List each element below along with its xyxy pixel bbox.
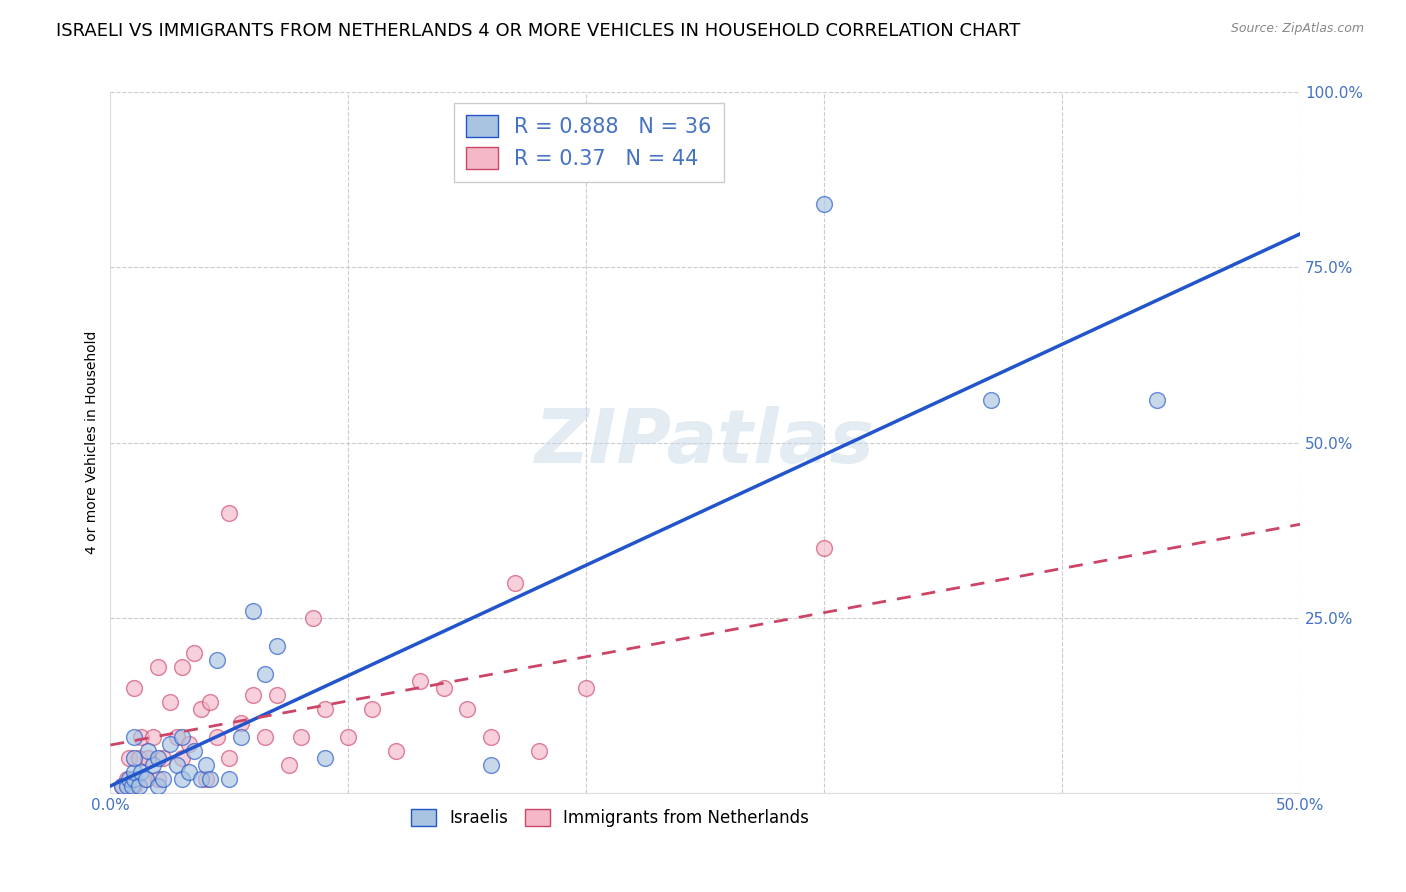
Point xyxy=(385,744,408,758)
Point xyxy=(159,737,181,751)
Point xyxy=(146,659,169,673)
Point xyxy=(456,701,478,715)
Point xyxy=(122,764,145,779)
Text: ISRAELI VS IMMIGRANTS FROM NETHERLANDS 4 OR MORE VEHICLES IN HOUSEHOLD CORRELATI: ISRAELI VS IMMIGRANTS FROM NETHERLANDS 4… xyxy=(56,22,1021,40)
Point xyxy=(128,779,150,793)
Point xyxy=(254,730,277,744)
Point xyxy=(314,750,336,764)
Point xyxy=(152,772,174,786)
Point xyxy=(194,772,217,786)
Text: Source: ZipAtlas.com: Source: ZipAtlas.com xyxy=(1230,22,1364,36)
Point xyxy=(479,730,502,744)
Point xyxy=(118,772,141,786)
Point xyxy=(146,779,169,793)
Point xyxy=(170,730,193,744)
Point xyxy=(194,757,217,772)
Point xyxy=(121,779,143,793)
Point xyxy=(135,772,157,786)
Point xyxy=(166,730,188,744)
Point xyxy=(159,695,181,709)
Point xyxy=(409,673,432,688)
Point xyxy=(301,610,323,624)
Point xyxy=(218,506,240,520)
Point xyxy=(218,772,240,786)
Point xyxy=(122,730,145,744)
Legend: Israelis, Immigrants from Netherlands: Israelis, Immigrants from Netherlands xyxy=(405,802,815,833)
Point xyxy=(290,730,312,744)
Point xyxy=(138,744,160,758)
Point xyxy=(277,757,299,772)
Point xyxy=(200,772,222,786)
Point xyxy=(170,772,193,786)
Point xyxy=(361,701,384,715)
Point xyxy=(122,772,145,786)
Point xyxy=(111,779,134,793)
Point xyxy=(266,688,288,702)
Point xyxy=(183,744,205,758)
Point xyxy=(122,681,145,695)
Point xyxy=(218,750,240,764)
Point xyxy=(183,646,205,660)
Point xyxy=(135,772,157,786)
Point xyxy=(527,744,550,758)
Point xyxy=(142,757,165,772)
Text: ZIPatlas: ZIPatlas xyxy=(536,406,875,479)
Point xyxy=(337,730,360,744)
Point xyxy=(1146,393,1168,408)
Point xyxy=(242,688,264,702)
Point xyxy=(177,737,200,751)
Point xyxy=(231,715,253,730)
Point xyxy=(170,750,193,764)
Point xyxy=(122,750,145,764)
Point xyxy=(231,730,253,744)
Point xyxy=(314,701,336,715)
Point xyxy=(122,779,145,793)
Point xyxy=(146,750,169,764)
Point xyxy=(146,772,169,786)
Point xyxy=(200,695,222,709)
Point xyxy=(138,750,160,764)
Point xyxy=(115,779,138,793)
Point xyxy=(813,197,835,211)
Point xyxy=(266,639,288,653)
Point xyxy=(575,681,598,695)
Point xyxy=(166,757,188,772)
Point xyxy=(242,604,264,618)
Point xyxy=(128,750,150,764)
Point xyxy=(111,779,134,793)
Point xyxy=(131,730,153,744)
Point xyxy=(207,730,229,744)
Point xyxy=(177,764,200,779)
Point xyxy=(479,757,502,772)
Point xyxy=(190,772,212,786)
Point xyxy=(115,772,138,786)
Point xyxy=(503,575,526,590)
Point xyxy=(432,681,454,695)
Point xyxy=(980,393,1002,408)
Point xyxy=(118,750,141,764)
Y-axis label: 4 or more Vehicles in Household: 4 or more Vehicles in Household xyxy=(86,331,100,554)
Point xyxy=(170,659,193,673)
Point xyxy=(207,652,229,666)
Point xyxy=(190,701,212,715)
Point xyxy=(131,764,153,779)
Point xyxy=(254,666,277,681)
Point xyxy=(142,730,165,744)
Point xyxy=(813,541,835,555)
Point xyxy=(152,750,174,764)
